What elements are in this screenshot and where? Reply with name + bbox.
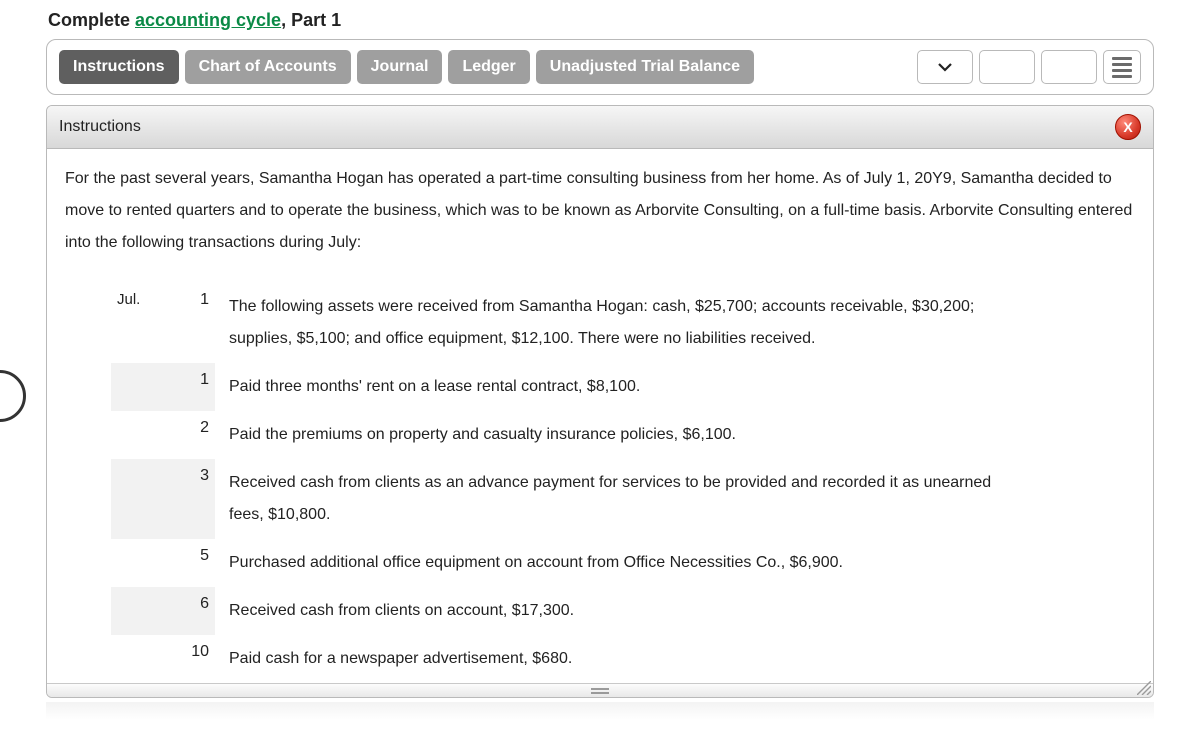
page-title: Complete accounting cycle, Part 1 xyxy=(0,6,1200,39)
month-cell xyxy=(111,587,171,635)
menu-button[interactable] xyxy=(1103,50,1141,84)
panel-title: Instructions xyxy=(59,118,141,136)
transactions-table: Jul.1The following assets were received … xyxy=(111,283,1135,697)
intro-text: For the past several years, Samantha Hog… xyxy=(65,163,1135,259)
desc-cell: Paid the premiums on property and casual… xyxy=(215,411,1035,459)
desc-cell: Received cash from clients on account, $… xyxy=(215,587,1035,635)
toolbar-box-2[interactable] xyxy=(1041,50,1097,84)
month-cell xyxy=(111,363,171,411)
panel-header: Instructions X xyxy=(47,106,1153,149)
day-cell: 1 xyxy=(171,283,215,363)
table-row: 2Paid the premiums on property and casua… xyxy=(111,411,1135,459)
close-button[interactable]: X xyxy=(1115,114,1141,140)
table-row: 10Paid cash for a newspaper advertisemen… xyxy=(111,635,1135,683)
close-icon: X xyxy=(1123,119,1132,135)
chevron-down-icon xyxy=(937,59,953,75)
month-cell xyxy=(111,459,171,539)
desc-cell: Paid cash for a newspaper advertisement,… xyxy=(215,635,1035,683)
resize-handle[interactable] xyxy=(1137,681,1151,695)
day-cell: 5 xyxy=(171,539,215,587)
tab-ledger[interactable]: Ledger xyxy=(448,50,529,84)
title-link[interactable]: accounting cycle xyxy=(135,10,281,30)
table-row: 3Received cash from clients as an advanc… xyxy=(111,459,1135,539)
toolbar-box-1[interactable] xyxy=(979,50,1035,84)
day-cell: 3 xyxy=(171,459,215,539)
month-cell xyxy=(111,635,171,683)
footer-shadow xyxy=(46,702,1154,720)
day-cell: 10 xyxy=(171,635,215,683)
day-cell: 6 xyxy=(171,587,215,635)
desc-cell: Purchased additional office equipment on… xyxy=(215,539,1035,587)
day-cell: 2 xyxy=(171,411,215,459)
panel-body[interactable]: For the past several years, Samantha Hog… xyxy=(47,149,1153,697)
table-row: 5Purchased additional office equipment o… xyxy=(111,539,1135,587)
month-cell xyxy=(111,539,171,587)
desc-cell: The following assets were received from … xyxy=(215,283,1035,363)
desc-cell: Paid three months' rent on a lease renta… xyxy=(215,363,1035,411)
title-prefix: Complete xyxy=(48,10,135,30)
page: Complete accounting cycle, Part 1 Instru… xyxy=(0,0,1200,720)
table-row: 1Paid three months' rent on a lease rent… xyxy=(111,363,1135,411)
desc-cell: Received cash from clients as an advance… xyxy=(215,459,1035,539)
tab-chart-of-accounts[interactable]: Chart of Accounts xyxy=(185,50,351,84)
month-cell xyxy=(111,411,171,459)
tab-unadjusted-trial-balance[interactable]: Unadjusted Trial Balance xyxy=(536,50,754,84)
instructions-panel: Instructions X For the past several year… xyxy=(46,105,1154,698)
table-row: Jul.1The following assets were received … xyxy=(111,283,1135,363)
horizontal-scrollbar[interactable] xyxy=(47,683,1153,697)
day-cell: 1 xyxy=(171,363,215,411)
scroll-grip-icon xyxy=(591,688,609,694)
title-suffix: , Part 1 xyxy=(281,10,341,30)
table-row: 6Received cash from clients on account, … xyxy=(111,587,1135,635)
tabs-bar: InstructionsChart of AccountsJournalLedg… xyxy=(46,39,1154,95)
menu-icon xyxy=(1112,54,1132,81)
tab-instructions[interactable]: Instructions xyxy=(59,50,179,84)
month-cell: Jul. xyxy=(111,283,171,363)
tab-journal[interactable]: Journal xyxy=(357,50,443,84)
tab-dropdown[interactable] xyxy=(917,50,973,84)
